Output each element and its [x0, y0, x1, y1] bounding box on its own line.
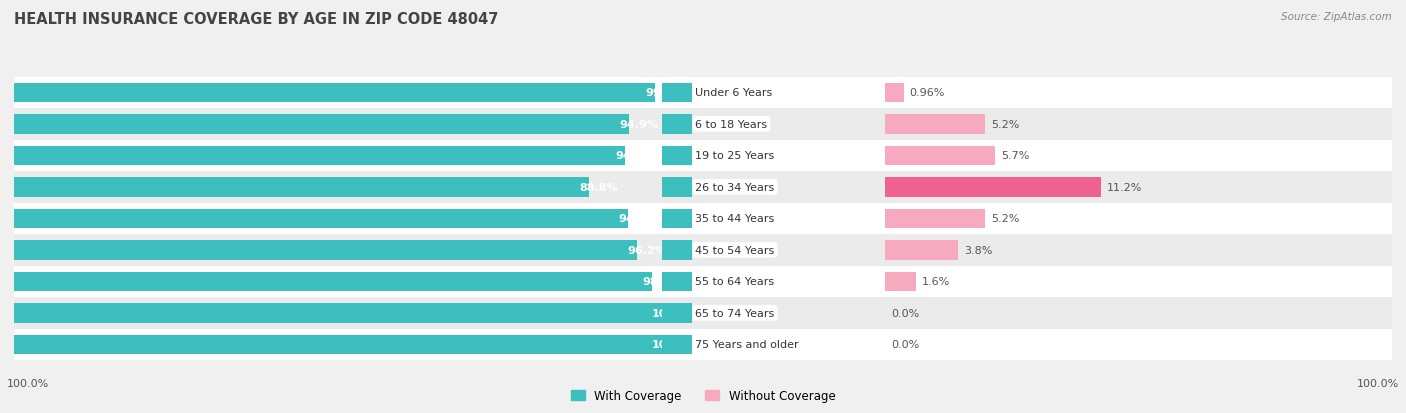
Text: Source: ZipAtlas.com: Source: ZipAtlas.com — [1281, 12, 1392, 22]
Text: 100.0%: 100.0% — [1357, 378, 1399, 388]
Text: 94.3%: 94.3% — [614, 151, 654, 161]
Bar — [884, 209, 986, 229]
Text: 5.2%: 5.2% — [991, 120, 1019, 130]
Text: 100.0%: 100.0% — [7, 378, 49, 388]
Bar — [14, 272, 652, 292]
Text: 35 to 44 Years: 35 to 44 Years — [696, 214, 775, 224]
Bar — [884, 272, 915, 292]
Legend: With Coverage, Without Coverage: With Coverage, Without Coverage — [565, 385, 841, 407]
Text: HEALTH INSURANCE COVERAGE BY AGE IN ZIP CODE 48047: HEALTH INSURANCE COVERAGE BY AGE IN ZIP … — [14, 12, 499, 27]
Text: 19 to 25 Years: 19 to 25 Years — [696, 151, 775, 161]
Bar — [14, 329, 662, 360]
Bar — [662, 203, 1406, 235]
Bar — [662, 83, 692, 103]
Bar — [14, 140, 662, 172]
Text: 0.0%: 0.0% — [891, 308, 920, 318]
Text: 6 to 18 Years: 6 to 18 Years — [696, 120, 768, 130]
Text: 5.2%: 5.2% — [991, 214, 1019, 224]
Bar — [884, 115, 986, 134]
Bar — [14, 203, 662, 235]
Bar — [884, 240, 959, 260]
Bar — [662, 240, 692, 260]
Bar — [662, 140, 1406, 172]
Bar — [662, 304, 692, 323]
Bar — [14, 78, 662, 109]
Bar — [14, 304, 662, 323]
Text: 88.8%: 88.8% — [579, 183, 619, 192]
Bar — [14, 240, 637, 260]
Bar — [884, 83, 904, 103]
Bar — [662, 178, 692, 197]
Bar — [14, 109, 662, 140]
Bar — [14, 172, 662, 203]
Text: 65 to 74 Years: 65 to 74 Years — [696, 308, 775, 318]
Bar — [662, 235, 1406, 266]
Bar — [662, 146, 692, 166]
Text: 99.0%: 99.0% — [645, 88, 685, 98]
Bar — [14, 209, 628, 229]
Text: 100.0%: 100.0% — [652, 339, 697, 349]
Text: 75 Years and older: 75 Years and older — [696, 339, 799, 349]
Bar — [662, 172, 1406, 203]
Bar — [662, 297, 1406, 329]
Bar — [14, 297, 662, 329]
Bar — [14, 115, 628, 134]
Text: 5.7%: 5.7% — [1001, 151, 1029, 161]
Bar — [884, 146, 995, 166]
Text: 0.96%: 0.96% — [910, 88, 945, 98]
Bar — [14, 335, 662, 354]
Text: 94.8%: 94.8% — [619, 214, 657, 224]
Text: 96.2%: 96.2% — [627, 245, 666, 255]
Text: 45 to 54 Years: 45 to 54 Years — [696, 245, 775, 255]
Bar — [662, 78, 1406, 109]
Bar — [14, 178, 589, 197]
Bar — [662, 329, 1406, 360]
Text: 55 to 64 Years: 55 to 64 Years — [696, 277, 775, 287]
Bar — [14, 146, 624, 166]
Text: 3.8%: 3.8% — [965, 245, 993, 255]
Text: 26 to 34 Years: 26 to 34 Years — [696, 183, 775, 192]
Bar — [662, 115, 692, 134]
Text: 11.2%: 11.2% — [1108, 183, 1143, 192]
Text: 94.9%: 94.9% — [619, 120, 658, 130]
Bar — [14, 266, 662, 297]
Bar — [662, 209, 692, 229]
Text: 98.5%: 98.5% — [643, 277, 681, 287]
Bar — [662, 272, 692, 292]
Bar — [14, 83, 655, 103]
Text: 1.6%: 1.6% — [922, 277, 950, 287]
Text: Under 6 Years: Under 6 Years — [696, 88, 773, 98]
Bar — [14, 235, 662, 266]
Text: 0.0%: 0.0% — [891, 339, 920, 349]
Bar — [884, 178, 1101, 197]
Bar — [662, 109, 1406, 140]
Text: 100.0%: 100.0% — [652, 308, 697, 318]
Bar — [662, 266, 1406, 297]
Bar — [662, 335, 692, 354]
